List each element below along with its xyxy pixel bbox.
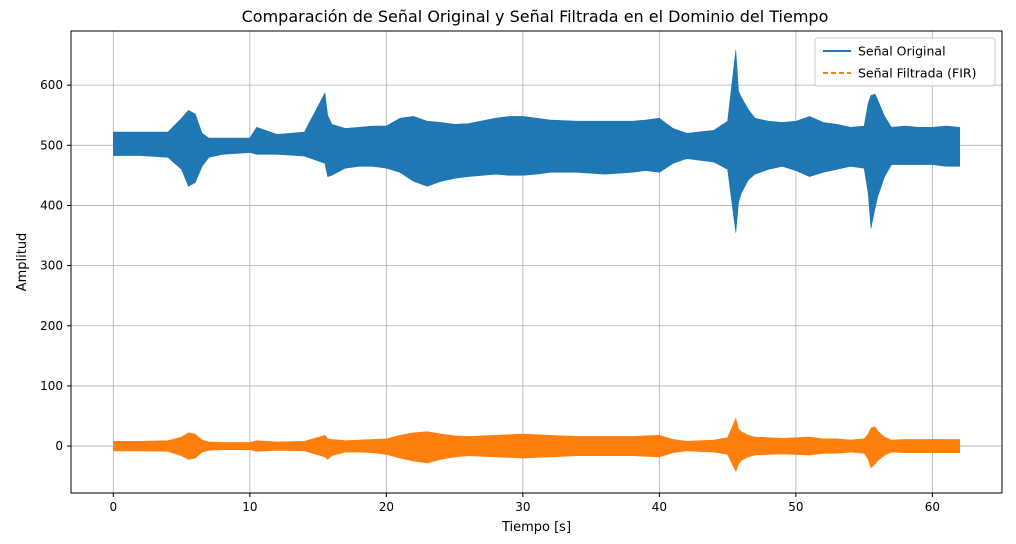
chart-title: Comparación de Señal Original y Señal Fi… xyxy=(242,7,829,26)
series-layer xyxy=(113,49,960,472)
series-original xyxy=(113,49,960,233)
y-tick-label: 200 xyxy=(40,319,63,333)
series-filtered xyxy=(113,418,960,472)
x-tick-label: 40 xyxy=(652,500,667,514)
legend-box xyxy=(814,37,996,87)
legend-label-filtered: Señal Filtrada (FIR) xyxy=(858,66,976,81)
y-tick-label: 400 xyxy=(40,198,63,212)
x-axis-title: Tiempo [s] xyxy=(501,520,571,535)
y-tick-label: 500 xyxy=(40,138,63,152)
series-filtered-envelope xyxy=(113,418,960,472)
y-tick-label: 100 xyxy=(40,379,63,393)
plot-frame xyxy=(70,30,1003,494)
x-tick-label: 60 xyxy=(925,500,940,514)
x-tick-label: 10 xyxy=(242,500,257,514)
x-tick-label: 0 xyxy=(109,500,117,514)
x-tick-label: 20 xyxy=(379,500,394,514)
y-tick-label: 0 xyxy=(55,439,63,453)
y-tick-label: 300 xyxy=(40,259,63,273)
legend-label-original: Señal Original xyxy=(858,44,946,59)
x-tick-label: 30 xyxy=(515,500,530,514)
y-axis-title: Amplitud xyxy=(15,233,30,292)
x-tick-label: 50 xyxy=(788,500,803,514)
y-tick-label: 600 xyxy=(40,78,63,92)
series-original-envelope xyxy=(113,49,960,233)
legend: Señal Original Señal Filtrada (FIR) xyxy=(814,37,996,87)
